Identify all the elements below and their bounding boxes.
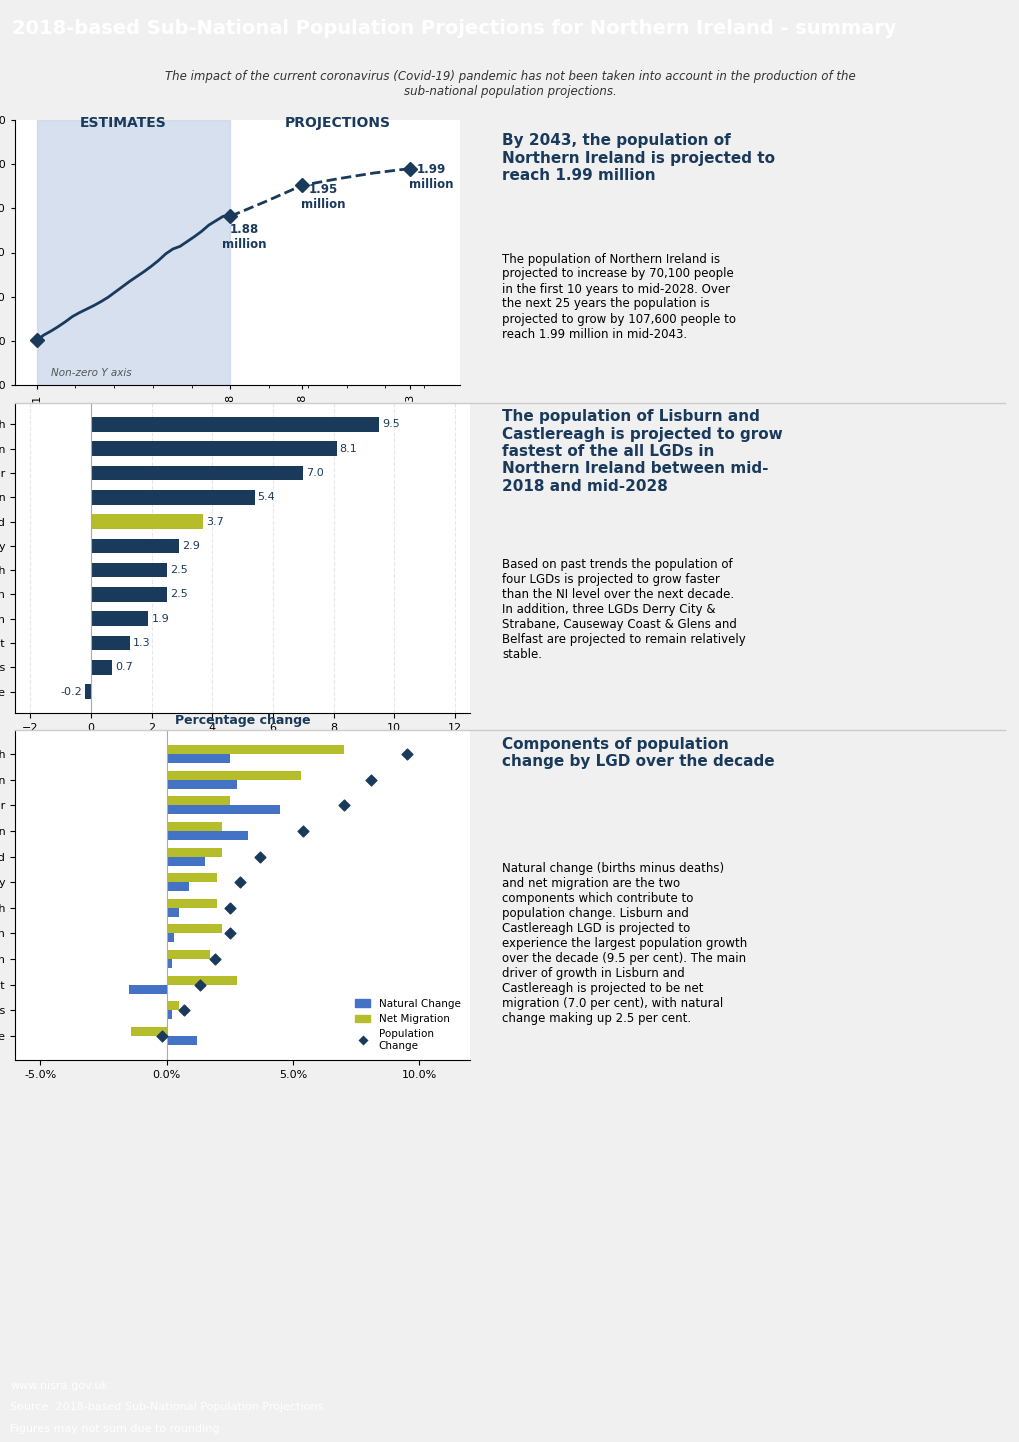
Text: 1.3: 1.3 [133,637,151,647]
Bar [91,441,336,456]
Bar [131,1027,166,1035]
Bar [37,120,230,385]
Bar [166,898,217,908]
Bar [166,908,179,917]
Text: ESTIMATES: ESTIMATES [79,115,166,130]
Bar [166,959,171,968]
Bar [91,636,130,650]
Point [252,845,268,868]
Bar [128,985,166,994]
Bar [166,796,229,805]
Bar [91,538,178,554]
Point [335,793,352,816]
Bar [166,822,222,831]
Bar [166,746,343,754]
Bar [166,770,301,780]
Bar [91,466,303,480]
Text: 1.95
million: 1.95 million [301,183,345,212]
X-axis label: Population change (%): Population change (%) [167,738,317,751]
Text: Natural change (births minus deaths)
and net migration are the two
components wh: Natural change (births minus deaths) and… [501,862,747,1025]
Bar [166,874,217,883]
Bar [166,857,205,865]
Text: 7.0: 7.0 [306,469,324,477]
Bar [166,933,174,943]
Text: 5.4: 5.4 [258,492,275,502]
Text: Source: 2018-based Sub-National Population Projections: Source: 2018-based Sub-National Populati… [10,1403,323,1412]
Text: PROJECTIONS: PROJECTIONS [284,115,390,130]
Bar [91,562,166,577]
Text: The impact of the current coronavirus (Covid-19) pandemic has not been taken int: The impact of the current coronavirus (C… [164,71,855,98]
Point [363,769,379,792]
Point [294,819,311,842]
Text: 3.7: 3.7 [206,516,223,526]
Bar [91,587,166,601]
Bar [166,950,210,959]
Point [231,871,248,894]
Legend: Natural Change, Net Migration, Population
Change: Natural Change, Net Migration, Populatio… [351,995,465,1054]
Text: Based on past trends the population of
four LGDs is projected to grow faster
tha: Based on past trends the population of f… [501,558,745,660]
Point [206,947,222,970]
Bar [166,1001,179,1011]
Point [153,1024,169,1047]
Bar [166,883,190,891]
Text: -0.2: -0.2 [60,686,82,696]
Bar [91,515,203,529]
Bar [166,831,248,839]
Text: 1.99
million: 1.99 million [409,163,453,192]
Bar [166,1035,197,1045]
Text: 8.1: 8.1 [339,444,357,454]
Bar [166,924,222,933]
Bar [91,490,255,505]
Bar [85,685,91,699]
Text: 1.88
million: 1.88 million [222,224,267,251]
Bar [166,976,237,985]
Bar [91,611,149,626]
Text: Non-zero Y axis: Non-zero Y axis [51,368,131,378]
Text: The population of Northern Ireland is
projected to increase by 70,100 people
in : The population of Northern Ireland is pr… [501,252,736,340]
Point [176,999,193,1022]
Bar [166,848,222,857]
Text: 9.5: 9.5 [382,420,399,430]
Text: 2.9: 2.9 [181,541,200,551]
Text: By 2043, the population of
Northern Ireland is projected to
reach 1.99 million: By 2043, the population of Northern Irel… [501,133,774,183]
Bar [91,417,379,431]
Point [221,921,237,945]
Bar [166,780,237,789]
Text: Figures may not sum due to rounding: Figures may not sum due to rounding [10,1425,219,1433]
Text: 0.7: 0.7 [115,662,132,672]
Text: 2.5: 2.5 [169,565,187,575]
Point [192,973,208,996]
Text: www.nisra.gov.uk: www.nisra.gov.uk [10,1381,108,1390]
Bar [166,754,229,763]
Text: 1.9: 1.9 [152,614,169,624]
Bar [91,660,112,675]
Text: 2018-based Sub-National Population Projections for Northern Ireland - summary: 2018-based Sub-National Population Proje… [12,20,896,39]
Title: Percentage change: Percentage change [174,714,310,727]
Point [398,743,415,766]
Bar [166,1011,171,1019]
Text: Components of population
change by LGD over the decade: Components of population change by LGD o… [501,737,774,769]
Point [221,897,237,920]
Text: The population of Lisburn and
Castlereagh is projected to grow
fastest of the al: The population of Lisburn and Castlereag… [501,410,783,493]
Bar [166,805,280,815]
Text: 2.5: 2.5 [169,590,187,600]
